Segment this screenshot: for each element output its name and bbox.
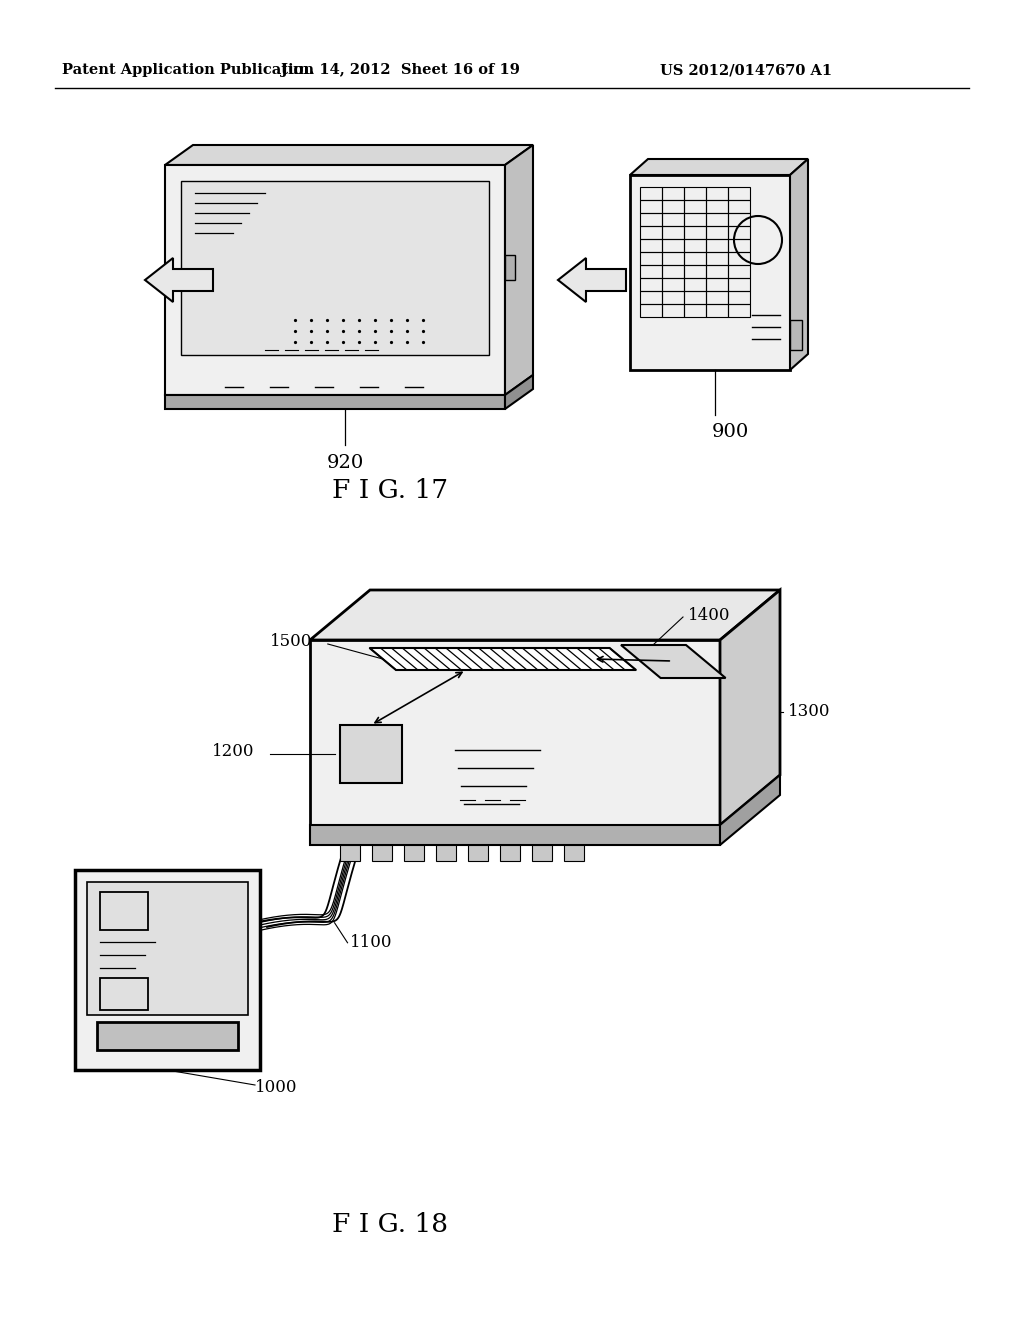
Polygon shape	[97, 1022, 238, 1049]
Polygon shape	[165, 395, 505, 409]
Polygon shape	[468, 845, 488, 861]
Polygon shape	[790, 319, 802, 350]
Polygon shape	[340, 725, 402, 783]
Polygon shape	[87, 882, 248, 1015]
Text: Jun. 14, 2012  Sheet 16 of 19: Jun. 14, 2012 Sheet 16 of 19	[281, 63, 519, 77]
Polygon shape	[500, 845, 520, 861]
Text: 1400: 1400	[688, 606, 730, 623]
Text: US 2012/0147670 A1: US 2012/0147670 A1	[660, 63, 833, 77]
Polygon shape	[370, 648, 636, 671]
Polygon shape	[630, 176, 790, 370]
Polygon shape	[720, 775, 780, 845]
Text: 1100: 1100	[349, 935, 392, 952]
Polygon shape	[404, 845, 424, 861]
Text: 1200: 1200	[212, 743, 255, 760]
Polygon shape	[558, 257, 626, 302]
Polygon shape	[145, 257, 213, 302]
Text: 1000: 1000	[255, 1080, 298, 1097]
Polygon shape	[75, 870, 260, 1071]
Polygon shape	[310, 590, 780, 640]
Polygon shape	[790, 158, 808, 370]
Polygon shape	[505, 255, 515, 280]
Polygon shape	[310, 640, 720, 825]
Polygon shape	[505, 375, 534, 409]
Polygon shape	[165, 165, 505, 395]
Text: 1300: 1300	[788, 704, 830, 721]
Polygon shape	[165, 145, 534, 165]
Polygon shape	[630, 158, 808, 176]
Text: 900: 900	[712, 422, 749, 441]
Text: 1500: 1500	[269, 634, 312, 651]
Text: F I G. 18: F I G. 18	[332, 1213, 449, 1238]
Polygon shape	[436, 845, 456, 861]
Polygon shape	[532, 845, 552, 861]
Text: 920: 920	[327, 454, 364, 473]
Polygon shape	[372, 845, 392, 861]
Text: F I G. 17: F I G. 17	[332, 478, 449, 503]
Polygon shape	[621, 645, 726, 678]
Polygon shape	[181, 181, 489, 355]
Polygon shape	[720, 590, 780, 825]
Polygon shape	[340, 845, 360, 861]
Text: Patent Application Publication: Patent Application Publication	[62, 63, 314, 77]
Polygon shape	[505, 145, 534, 395]
Polygon shape	[564, 845, 584, 861]
Polygon shape	[310, 825, 720, 845]
